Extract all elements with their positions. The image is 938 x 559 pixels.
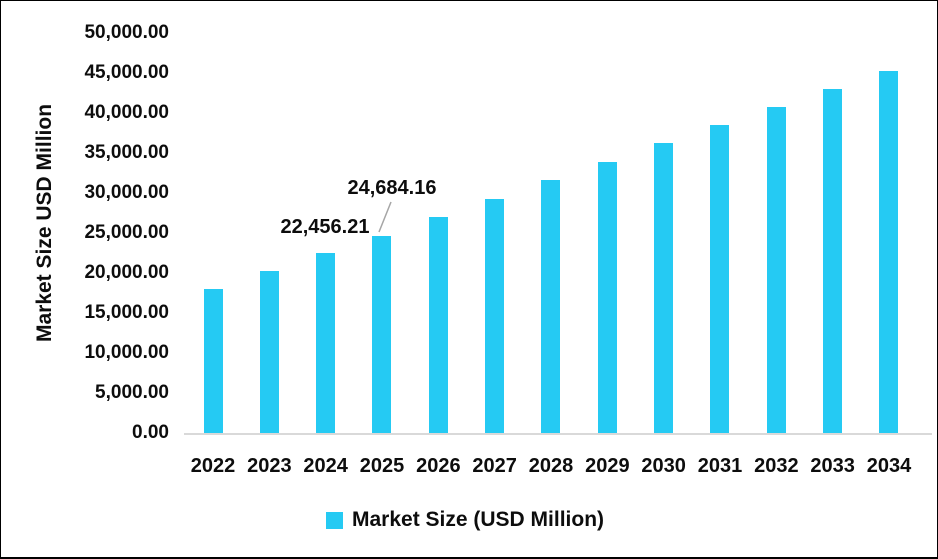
y-axis-tick-labels: 50,000.00 45,000.00 40,000.00 35,000.00 30,0…	[1, 1, 169, 557]
x-label-2029: 2029	[585, 455, 630, 477]
y-tick-label: 25,000.00	[84, 222, 169, 243]
bar-2034	[879, 71, 899, 433]
y-tick-label: 5,000.00	[95, 382, 169, 403]
data-label-2025: 24,684.16	[347, 177, 437, 199]
x-label-2028: 2028	[528, 455, 574, 477]
bar-2026	[428, 217, 448, 433]
x-axis-line	[184, 433, 932, 435]
y-tick-label: 45,000.00	[84, 62, 169, 83]
y-tick-label: 10,000.00	[84, 342, 169, 363]
y-tick-label: 30,000.00	[84, 182, 169, 203]
bar-2024	[316, 253, 336, 433]
y-tick-label: 0.00	[132, 422, 169, 443]
bar-2023	[259, 270, 279, 433]
x-label-2027: 2027	[472, 455, 517, 477]
x-label-2031: 2031	[697, 455, 743, 477]
bar-2025	[372, 235, 392, 433]
x-label-2030: 2030	[641, 455, 686, 477]
x-label-2022: 2022	[190, 455, 236, 477]
x-label-2026: 2026	[416, 455, 461, 477]
bar-2032	[766, 107, 786, 433]
x-label-2034: 2034	[866, 455, 912, 477]
y-tick-label: 15,000.00	[84, 302, 169, 323]
legend: Market Size (USD Million)	[326, 508, 604, 532]
bar-2033	[823, 89, 843, 433]
bar-2031	[710, 125, 730, 433]
legend-label: Market Size (USD Million)	[352, 508, 605, 531]
bar-2022	[203, 289, 223, 433]
x-label-2024: 2024	[303, 455, 348, 477]
bar-2029	[597, 161, 617, 433]
data-label-2024: 22,456.21	[280, 216, 370, 238]
bar-2027	[485, 198, 505, 433]
y-tick-label: 50,000.00	[84, 22, 169, 43]
bar-2028	[541, 180, 561, 433]
y-tick-label: 35,000.00	[84, 142, 169, 163]
y-tick-label: 20,000.00	[84, 262, 169, 283]
x-axis-labels: 2022 2023 2024 2025 2026 2027 2028 2029 2030 2031…	[1, 453, 937, 479]
bar-2030	[654, 143, 674, 433]
legend-swatch	[326, 511, 343, 529]
x-label-2033: 2033	[810, 455, 855, 477]
y-tick-label: 40,000.00	[84, 102, 169, 123]
x-label-2025: 2025	[359, 455, 405, 477]
x-label-2032: 2032	[754, 455, 799, 477]
x-label-2023: 2023	[247, 455, 292, 477]
